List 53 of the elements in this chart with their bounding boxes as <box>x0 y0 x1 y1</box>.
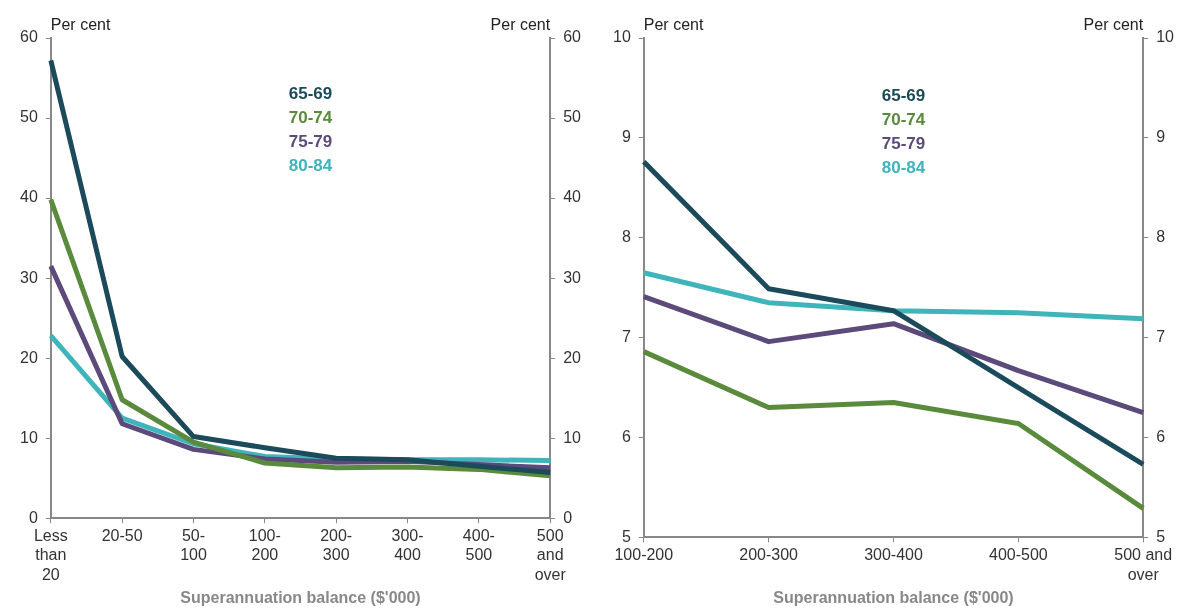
y2-tick-label: 6 <box>1156 427 1166 445</box>
y-tick-label: 10 <box>20 428 38 446</box>
y2-tick-label: 7 <box>1156 328 1166 346</box>
y-tick-label: 20 <box>20 348 38 366</box>
y2-tick-label: 40 <box>563 188 582 206</box>
y-tick-label: 9 <box>621 128 631 146</box>
y2-tick-label: 60 <box>563 28 582 46</box>
y-tick-label: 5 <box>621 527 631 545</box>
y2-axis-title: Per cent <box>1083 16 1144 34</box>
y2-tick-label: 50 <box>563 108 582 126</box>
x-tick-label: 100-200 <box>614 546 674 564</box>
x-axis-title: Superannuation balance ($'000) <box>773 588 1014 606</box>
text: 70-74 <box>881 110 926 130</box>
y-tick-label: 6 <box>621 427 631 445</box>
y-tick-label: 30 <box>20 268 38 286</box>
y-tick-label: 10 <box>613 28 631 46</box>
x-tick-label: 500 and over <box>534 527 567 583</box>
y2-tick-label: 10 <box>563 428 582 446</box>
text: 65-69 <box>288 84 333 104</box>
x-tick-label: 500 and over <box>1114 546 1173 583</box>
y-tick-label: 0 <box>28 508 38 526</box>
y2-tick-label: 30 <box>563 268 582 286</box>
x-tick-label: 20-50 <box>101 527 143 545</box>
text: 75-79 <box>881 134 926 154</box>
text: 70-74 <box>288 108 333 128</box>
x-tick-label: 400-500 <box>462 527 495 564</box>
y2-tick-label: 10 <box>1156 28 1175 46</box>
y-axis-title: Per cent <box>643 16 704 34</box>
y2-tick-label: 20 <box>563 348 582 366</box>
text: 80-84 <box>288 156 333 176</box>
y-tick-label: 40 <box>20 188 38 206</box>
x-tick-label: 50-100 <box>180 527 207 564</box>
y-tick-label: 60 <box>20 28 38 46</box>
x-tick-label: Less than 20 <box>33 527 68 583</box>
y-tick-label: 7 <box>621 328 631 346</box>
text: 80-84 <box>881 158 926 178</box>
x-tick-label: 400-500 <box>988 546 1048 564</box>
x-tick-label: 200-300 <box>320 527 353 564</box>
y2-tick-label: 0 <box>563 508 573 526</box>
x-tick-label: 200-300 <box>739 546 799 564</box>
y-tick-label: 8 <box>621 228 631 246</box>
text: 65-69 <box>881 86 926 106</box>
x-tick-label: 300-400 <box>391 527 424 564</box>
x-tick-label: 300-400 <box>864 546 923 564</box>
y2-tick-label: 5 <box>1156 527 1166 545</box>
y2-tick-label: 8 <box>1156 228 1166 246</box>
x-axis-title: Superannuation balance ($'000) <box>180 588 421 606</box>
x-tick-label: 100-200 <box>248 527 281 564</box>
text: 75-79 <box>288 132 333 152</box>
y2-axis-title: Per cent <box>490 16 551 34</box>
y2-tick-label: 9 <box>1156 128 1166 146</box>
y-axis-title: Per cent <box>50 16 111 34</box>
y-tick-label: 50 <box>20 108 38 126</box>
